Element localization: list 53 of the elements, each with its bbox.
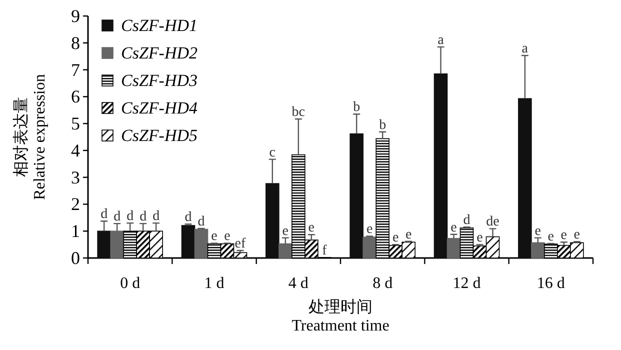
data-label: d	[114, 210, 121, 225]
data-label: e	[450, 220, 457, 236]
data-label: d	[100, 207, 108, 222]
y-tick-label: 8	[71, 32, 80, 53]
y-tick-label: 9	[71, 6, 80, 26]
x-tick-label: 0 d	[120, 275, 140, 292]
data-label: e	[392, 230, 399, 246]
y-tick-label: 4	[71, 140, 80, 160]
y-tick-label: 6	[71, 86, 80, 107]
data-label: f	[322, 243, 328, 258]
data-label: de	[486, 214, 500, 230]
data-label: a	[438, 32, 445, 48]
data-label: d	[184, 210, 192, 226]
y-tick-label: 3	[71, 167, 80, 188]
data-label: e	[574, 228, 580, 243]
data-label: e	[405, 227, 412, 242]
x-tick-label: 4 d	[288, 275, 308, 292]
y-tick-label: 1	[71, 221, 80, 242]
y-tick-label: 2	[71, 194, 80, 214]
legend-label: CsZF-HD2	[121, 44, 198, 62]
data-label: d	[126, 209, 134, 224]
data-label: b	[353, 100, 360, 116]
data-label: e	[224, 229, 230, 244]
data-label: e	[548, 229, 554, 244]
data-label: e	[366, 222, 373, 238]
legend-label: CsZF-HD5	[121, 126, 198, 145]
y-tick-label: 0	[71, 248, 80, 268]
data-label: ef	[234, 236, 246, 252]
legend-label: CsZF-HD3	[121, 71, 198, 90]
data-label: e	[282, 224, 289, 239]
data-label: e	[476, 230, 483, 246]
y-tick-label: 5	[71, 114, 80, 134]
x-tick-label: 16 d	[536, 275, 565, 292]
y-axis-title: 相对表达量 Relative expression	[12, 74, 48, 200]
data-label: e	[534, 224, 542, 239]
data-label: a	[522, 42, 529, 57]
x-tick-label: 12 d	[452, 275, 481, 292]
x-tick-label: 1 d	[204, 275, 224, 292]
y-tick-label: 7	[71, 60, 80, 80]
data-label: e	[211, 229, 218, 244]
x-axis-title: 处理时间 Treatment time	[292, 298, 390, 334]
x-tick-label: 8 d	[372, 275, 393, 292]
data-label: bc	[292, 104, 306, 120]
data-label: c	[269, 145, 276, 160]
legend-label: CsZF-HD4	[121, 98, 198, 118]
data-label: b	[379, 118, 386, 133]
data-label: d	[463, 213, 470, 228]
data-label: e	[560, 228, 568, 244]
data-label: d	[140, 210, 147, 225]
legend-label: CsZF-HD1	[121, 16, 198, 35]
data-label: e	[308, 220, 315, 236]
data-label: d	[152, 209, 160, 224]
data-label: d	[198, 214, 205, 230]
